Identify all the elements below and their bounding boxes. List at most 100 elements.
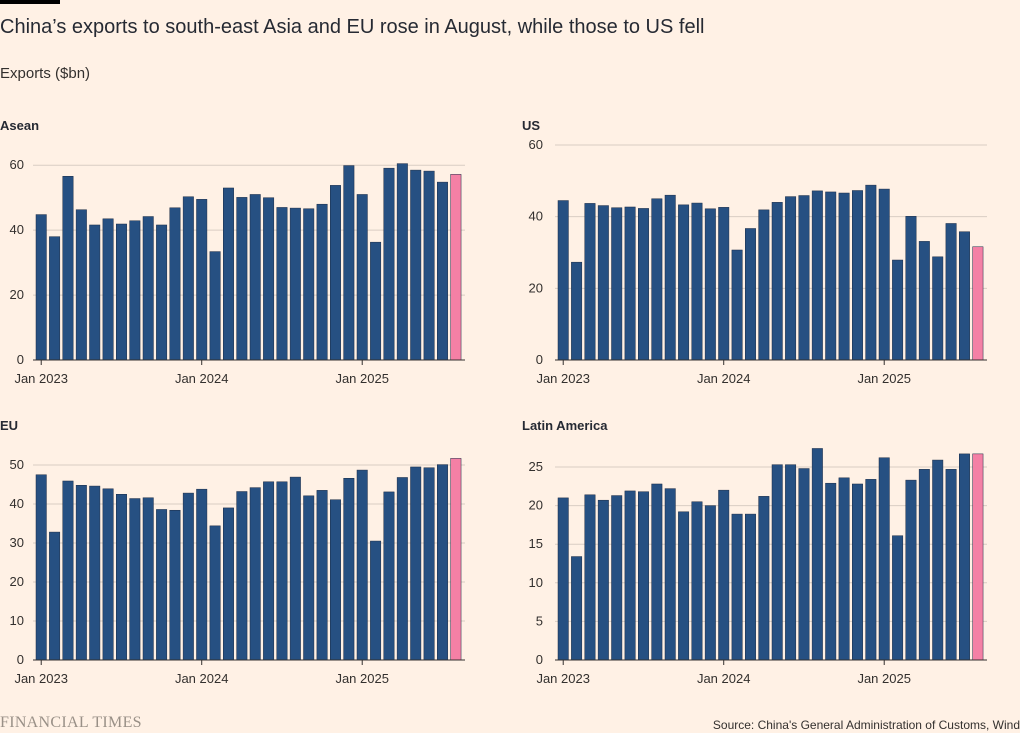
bar [798,468,810,661]
bar [437,464,448,661]
page-subtitle: Exports ($bn) [0,65,91,82]
bar [878,457,890,661]
bar [116,494,127,661]
bar [825,482,837,661]
y-tick-label: 10 [529,575,543,590]
x-tick-label: Jan 2025 [335,671,389,686]
bar [75,485,87,661]
bar-latest [972,246,984,361]
y-tick-label: 20 [10,574,24,589]
bar [638,208,649,361]
bar [691,501,703,661]
bar [236,197,248,361]
bar [651,483,663,661]
bar [316,203,328,361]
bar [142,497,154,661]
bar [571,261,583,361]
bar [557,200,569,361]
chart-panel-us: US 0 20 40 60 Jan 2023 Jan 2024 Jan 2025 [522,118,987,386]
y-tick-label: 20 [10,287,24,302]
bar [758,209,770,361]
bar [196,488,208,661]
bar [611,495,623,661]
y-tick-label: 40 [10,496,24,511]
bar [811,448,823,661]
bar [410,466,422,661]
bar [156,509,168,661]
bar [771,464,783,661]
chart-title: Asean [0,118,39,133]
bar [289,476,301,661]
bar [825,191,837,361]
bar [892,535,904,661]
bar [343,478,355,661]
y-tick-label: 20 [529,498,543,513]
bar [410,169,422,361]
bar [932,459,944,661]
bar [745,228,756,361]
bar [945,469,957,661]
bar [169,509,181,661]
y-tick-label: 25 [529,459,543,474]
bar [731,513,743,661]
bar [370,241,382,361]
bar-latest [972,453,984,661]
y-tick-label: 60 [10,157,24,172]
bar [838,192,850,361]
bar [905,216,917,361]
bar [209,251,221,361]
bar [276,481,288,661]
y-tick-label: 10 [10,613,24,628]
bar [196,199,208,361]
bar [571,556,583,661]
y-tick-label: 50 [10,457,24,472]
chart-title: Latin America [522,418,608,433]
bar [918,241,930,361]
bar [236,491,248,661]
bar [745,513,756,661]
bar [811,190,823,361]
bar [584,203,596,361]
bar-latest [450,458,462,661]
bar [303,495,315,661]
y-tick-label: 20 [529,280,543,295]
bar [356,194,368,361]
bar [316,490,328,661]
bar [276,207,288,361]
x-tick-label: Jan 2024 [175,371,229,386]
bar [49,531,61,661]
bar [597,499,609,661]
y-tick-label: 0 [536,352,543,367]
bar [423,170,435,361]
bar [678,511,690,661]
bar [878,188,890,361]
bar [932,256,944,361]
bar [89,224,101,361]
y-tick-label: 0 [536,652,543,667]
bar [664,488,676,661]
bar [182,492,194,661]
y-tick-label: 15 [529,536,543,551]
bar [169,207,181,361]
bar [918,469,930,661]
chart-title: US [522,118,540,133]
bar [223,187,234,361]
bar [852,483,863,661]
bar [303,208,315,361]
bar [905,479,917,661]
bar [437,181,448,361]
x-tick-label: Jan 2024 [697,671,751,686]
bar [249,194,261,361]
bar [223,507,234,661]
bar [356,469,368,661]
bar [945,223,957,361]
bar [396,163,408,361]
bar [664,194,676,361]
bar [263,197,275,361]
bar [370,540,382,661]
bar [731,249,743,361]
bar [35,214,47,361]
bar [785,196,797,361]
bar [785,464,797,661]
bar [383,491,395,661]
